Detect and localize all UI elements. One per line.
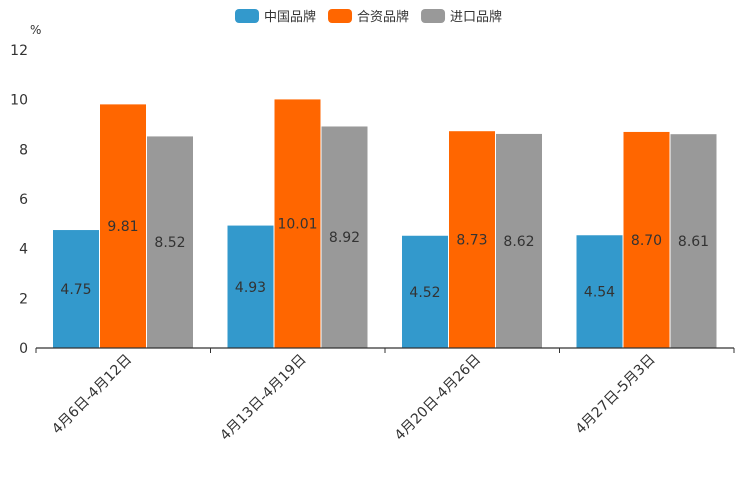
bar-1-3 (623, 131, 670, 348)
data-label: 4.52 (409, 285, 440, 301)
bar-2-3 (670, 134, 717, 348)
data-label: 4.54 (584, 285, 615, 301)
data-label: 8.62 (503, 234, 534, 250)
bar-0-2 (402, 235, 448, 348)
bar-2-2 (496, 133, 542, 348)
x-tick-label: 4月20日-4月26日 (392, 352, 484, 444)
data-label: 10.01 (277, 217, 317, 233)
legend-label: 合资品牌 (357, 9, 409, 25)
legend-swatch (235, 9, 259, 23)
y-tick-label: 4 (19, 242, 28, 258)
data-label: 4.75 (60, 282, 91, 298)
x-tick-label: 4月6日-4月12日 (49, 352, 135, 438)
bar-1-2 (449, 131, 495, 348)
legend-label: 中国品牌 (264, 9, 316, 25)
bar-2-0 (147, 136, 193, 348)
y-tick-label: 12 (10, 43, 28, 59)
bar-0-0 (53, 230, 99, 348)
data-label: 8.92 (329, 230, 360, 246)
bar-2-1 (321, 126, 368, 348)
bar-1-1 (274, 99, 321, 348)
y-tick-label: 10 (10, 93, 28, 109)
y-axis-unit: % (30, 23, 41, 37)
data-label: 8.70 (631, 233, 662, 249)
data-label: 8.61 (678, 234, 709, 250)
data-label: 8.52 (154, 235, 185, 251)
y-tick-label: 6 (19, 192, 28, 208)
data-label: 8.73 (456, 233, 487, 249)
y-tick-label: 8 (19, 142, 28, 158)
y-tick-label: 0 (19, 341, 28, 357)
bar-0-3 (576, 235, 623, 348)
x-tick-label: 4月13日-4月19日 (217, 352, 309, 444)
legend-label: 进口品牌 (450, 9, 502, 25)
data-label: 4.93 (235, 280, 266, 296)
bar-1-0 (100, 104, 146, 348)
x-tick-label: 4月27日-5月3日 (573, 352, 659, 438)
legend-swatch (328, 9, 353, 23)
legend-swatch (421, 9, 446, 23)
data-label: 9.81 (107, 219, 138, 235)
y-tick-label: 2 (19, 291, 28, 307)
bar-0-1 (227, 225, 274, 348)
